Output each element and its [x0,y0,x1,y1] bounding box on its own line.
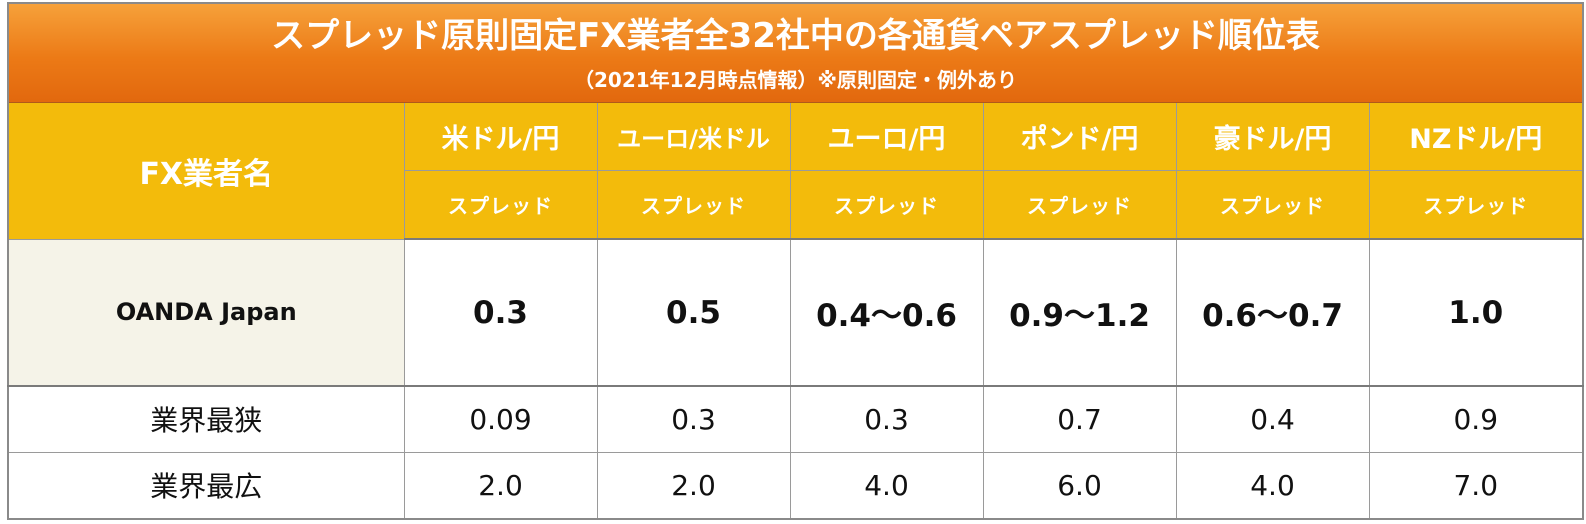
table-title: スプレッド原則固定FX業者全32社中の各通貨ペアスプレッド順位表 [271,15,1320,56]
spread-value-cell: 0.7 [982,385,1177,453]
table-row-narrowest: 業界最狭 0.09 0.3 0.3 0.7 0.4 0.9 [7,385,1584,453]
broker-name-cell: OANDA Japan [7,238,405,387]
spread-value-cell: 0.3 [403,238,598,387]
header-pair-eurusd: ユーロ/米ドル [596,101,791,172]
header-pair-eurjpy: ユーロ/円 [789,101,984,172]
spread-value-cell: 0.9〜1.2 [982,238,1177,387]
header-pair-audjpy: 豪ドル/円 [1175,101,1370,172]
header-pair-gbpjpy: ポンド/円 [982,101,1177,172]
spread-value-cell: 2.0 [403,451,598,520]
spread-value-cell: 4.0 [1175,451,1370,520]
spread-value-cell: 7.0 [1368,451,1584,520]
spread-value-cell: 2.0 [596,451,791,520]
table-row-oanda: OANDA Japan 0.3 0.5 0.4〜0.6 0.9〜1.2 0.6〜… [7,238,1584,387]
spread-value-cell: 0.3 [596,385,791,453]
spread-value-cell: 6.0 [982,451,1177,520]
table-subtitle: （2021年12月時点情報）※原則固定・例外あり [574,67,1017,92]
spread-value-cell: 1.0 [1368,238,1584,387]
spread-value-cell: 0.4〜0.6 [789,238,984,387]
header-row-pairs: FX業者名 米ドル/円 ユーロ/米ドル ユーロ/円 ポンド/円 豪ドル/円 NZ… [7,101,1584,240]
header-broker-name: FX業者名 [7,101,405,240]
header-spread-label: スプレッド [1175,170,1370,241]
spread-value-cell: 0.6〜0.7 [1175,238,1370,387]
header-spread-label: スプレッド [1368,170,1584,241]
title-row: スプレッド原則固定FX業者全32社中の各通貨ペアスプレッド順位表 （2021年1… [7,2,1584,103]
header-spread-label: スプレッド [403,170,598,241]
spread-value-cell: 0.9 [1368,385,1584,453]
spread-ranking-table: スプレッド原則固定FX業者全32社中の各通貨ペアスプレッド順位表 （2021年1… [7,2,1584,520]
header-spread-label: スプレッド [982,170,1177,241]
header-spread-label: スプレッド [596,170,791,241]
table-row-widest: 業界最広 2.0 2.0 4.0 6.0 4.0 7.0 [7,451,1584,520]
row-label-widest: 業界最広 [7,451,405,520]
spread-value-cell: 0.5 [596,238,791,387]
table-title-cell: スプレッド原則固定FX業者全32社中の各通貨ペアスプレッド順位表 （2021年1… [7,2,1584,103]
spread-value-cell: 0.4 [1175,385,1370,453]
spread-value-cell: 0.3 [789,385,984,453]
header-spread-label: スプレッド [789,170,984,241]
spread-value-cell: 0.09 [403,385,598,453]
header-pair-nzdjpy: NZドル/円 [1368,101,1584,172]
header-pair-usdjpy: 米ドル/円 [403,101,598,172]
header-row-spread: スプレッド スプレッド スプレッド スプレッド スプレッド スプレッド [8,170,1584,241]
row-label-narrowest: 業界最狭 [7,385,405,453]
spread-value-cell: 4.0 [789,451,984,520]
